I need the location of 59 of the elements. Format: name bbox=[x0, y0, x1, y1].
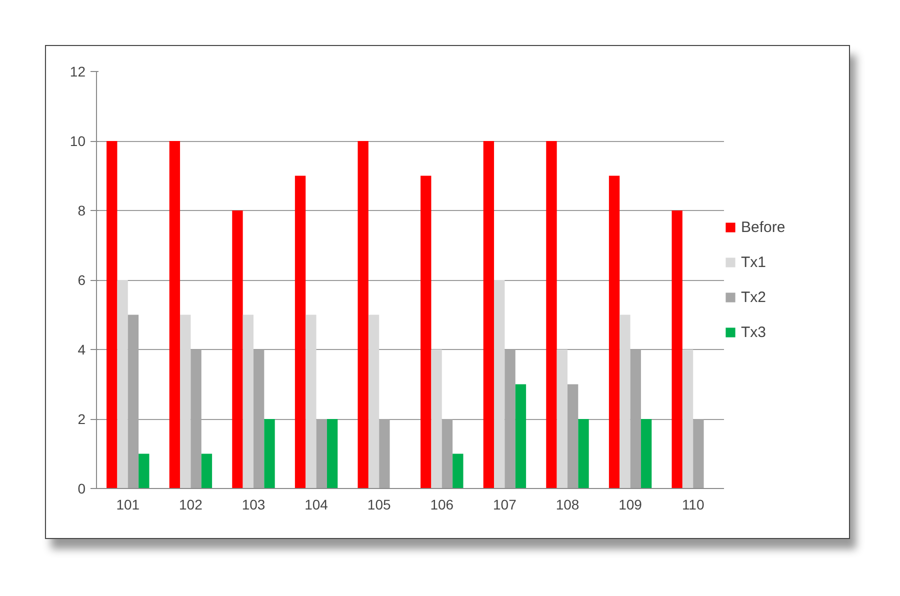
bar bbox=[254, 350, 264, 488]
bar bbox=[368, 314, 380, 488]
bar bbox=[326, 419, 338, 488]
bar bbox=[620, 314, 630, 488]
bar bbox=[294, 176, 306, 488]
bar bbox=[117, 280, 128, 488]
bar bbox=[630, 350, 641, 488]
bar bbox=[672, 210, 682, 488]
bar bbox=[494, 280, 505, 488]
bar bbox=[138, 454, 150, 488]
bar bbox=[190, 350, 202, 488]
bar bbox=[242, 314, 254, 488]
bar bbox=[578, 419, 589, 488]
bar bbox=[201, 454, 212, 488]
bar bbox=[358, 141, 368, 488]
bar bbox=[515, 384, 526, 488]
legend-label: Before bbox=[741, 218, 786, 236]
bar bbox=[504, 350, 516, 488]
bar bbox=[169, 141, 180, 488]
y-tick-label: 2 bbox=[78, 411, 86, 427]
bar bbox=[693, 419, 704, 488]
bar bbox=[556, 350, 568, 488]
y-tick-label: 4 bbox=[78, 342, 86, 358]
bar bbox=[431, 350, 442, 488]
bar bbox=[264, 419, 275, 488]
bar bbox=[180, 314, 191, 488]
x-tick-label: 106 bbox=[430, 496, 454, 512]
y-tick-label: 12 bbox=[70, 64, 86, 80]
x-tick-label: 108 bbox=[556, 496, 580, 512]
bar bbox=[442, 419, 453, 488]
bar bbox=[106, 141, 118, 488]
y-tick-label: 10 bbox=[70, 133, 86, 149]
legend-label: Tx3 bbox=[741, 324, 766, 340]
y-tick-label: 8 bbox=[78, 202, 86, 218]
bar bbox=[546, 141, 557, 488]
bar bbox=[608, 176, 620, 488]
bar bbox=[640, 419, 652, 488]
y-tick-label: 6 bbox=[78, 272, 86, 288]
x-tick-label: 105 bbox=[367, 496, 391, 512]
x-tick-label: 102 bbox=[179, 496, 203, 512]
bar bbox=[379, 419, 390, 488]
y-tick-label: 0 bbox=[78, 480, 86, 496]
bar bbox=[232, 210, 243, 488]
x-tick-label: 109 bbox=[618, 496, 642, 512]
bar bbox=[452, 454, 464, 488]
bar bbox=[316, 419, 327, 488]
bar bbox=[483, 141, 494, 488]
bar bbox=[128, 314, 139, 488]
x-tick-label: 103 bbox=[242, 496, 266, 512]
legend-label: Tx1 bbox=[741, 254, 766, 270]
bar bbox=[568, 384, 578, 488]
x-tick-label: 101 bbox=[116, 496, 140, 512]
bar bbox=[306, 314, 316, 488]
x-tick-label: 104 bbox=[304, 496, 328, 512]
bar bbox=[420, 176, 432, 488]
x-tick-label: 107 bbox=[493, 496, 517, 512]
x-tick-label: 110 bbox=[682, 496, 704, 512]
legend-label: Tx2 bbox=[741, 288, 766, 306]
bar bbox=[682, 350, 694, 488]
